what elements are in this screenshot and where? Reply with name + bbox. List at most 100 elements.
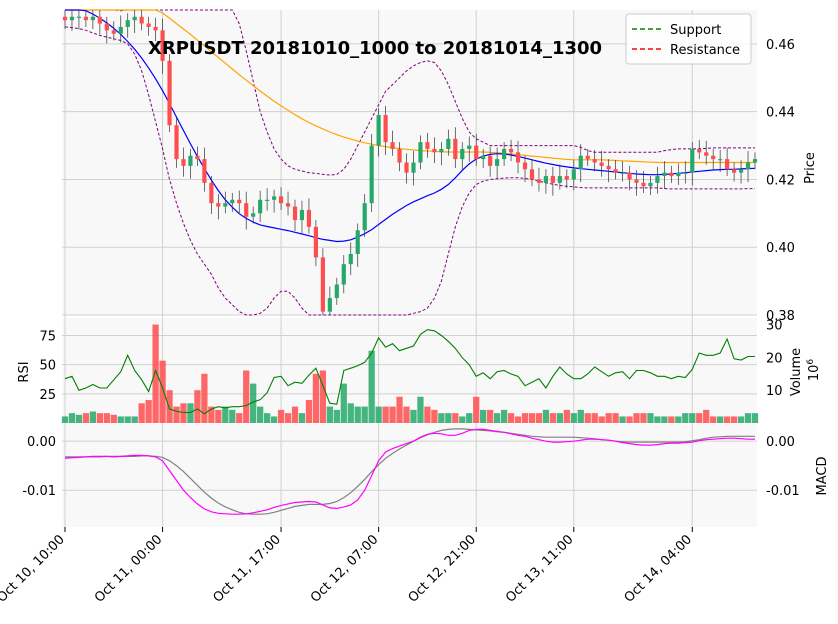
rsi-line xyxy=(64,329,755,415)
candle-body xyxy=(648,182,653,187)
volume-bar xyxy=(633,413,640,423)
volume-bar xyxy=(682,413,689,423)
candle-body xyxy=(265,199,270,201)
candle-body xyxy=(76,16,82,18)
candle-body xyxy=(488,155,493,166)
candle-body xyxy=(613,169,618,173)
price-tick-label: 0.44 xyxy=(766,106,795,121)
candle-body xyxy=(83,16,88,21)
volume-bar xyxy=(668,416,675,423)
volume-bar xyxy=(612,413,619,423)
moving-averages xyxy=(65,9,756,243)
volume-bar xyxy=(201,373,208,423)
candle-body xyxy=(397,148,402,163)
candle-body xyxy=(536,179,542,183)
volume-bar xyxy=(131,416,138,423)
macd-right-tick-label: 0.00 xyxy=(766,435,795,450)
volume-bar xyxy=(507,413,515,423)
volume-bar xyxy=(208,406,215,423)
candle-body xyxy=(390,142,395,149)
volume-bar xyxy=(61,416,69,423)
volume-bar xyxy=(528,413,536,423)
candle-body xyxy=(620,172,625,174)
volume-bar xyxy=(396,396,403,423)
candle-body xyxy=(62,16,68,21)
volume-bar xyxy=(751,413,759,423)
rsi-series-line xyxy=(64,329,755,415)
x-tick-label: Oct 12, 07:00 xyxy=(308,532,381,605)
candle-body xyxy=(460,148,465,160)
candle-body xyxy=(411,162,416,173)
volume-bar xyxy=(159,360,166,423)
candle-body xyxy=(557,176,562,183)
candle-body xyxy=(508,148,514,153)
sma-fast-line xyxy=(65,9,756,243)
candles xyxy=(62,10,758,315)
volume-bar xyxy=(647,413,654,423)
volume-bar xyxy=(138,403,145,423)
volume-bar xyxy=(173,406,180,423)
candle-body xyxy=(467,145,472,149)
volume-bar xyxy=(263,413,271,423)
volume-bar xyxy=(689,413,696,423)
volume-bar xyxy=(556,413,563,423)
volume-bar xyxy=(333,409,340,423)
price-tick-label: 0.38 xyxy=(766,309,795,324)
candle-body xyxy=(355,230,360,254)
bollinger-upper-line xyxy=(65,9,755,176)
volume-bar xyxy=(222,406,229,423)
volume-bar xyxy=(549,413,557,423)
volume-bar xyxy=(284,413,292,423)
candle-body xyxy=(132,16,137,21)
volume-bar xyxy=(703,409,710,423)
candle-body xyxy=(495,159,500,166)
candle-body xyxy=(655,176,660,183)
candle-body xyxy=(564,176,569,180)
x-tick-label: Oct 13, 11:00 xyxy=(503,532,576,605)
candle-body xyxy=(362,203,367,231)
candle-body xyxy=(327,298,332,312)
legend-resistance-label: Resistance xyxy=(670,43,740,58)
candle-body xyxy=(752,159,758,163)
candle-body xyxy=(592,159,597,163)
macd-axis-label: MACD xyxy=(815,457,830,496)
candle-body xyxy=(669,172,674,177)
volume-bar xyxy=(730,416,738,423)
candle-body xyxy=(320,257,325,312)
candle-body xyxy=(515,152,521,163)
candle-body xyxy=(404,162,409,173)
volume-bar xyxy=(493,413,501,423)
candle-body xyxy=(585,155,590,160)
candle-body xyxy=(446,138,451,149)
volume-bar xyxy=(717,416,724,423)
candle-body xyxy=(153,26,158,31)
candle-body xyxy=(209,182,214,204)
candle-body xyxy=(334,284,339,299)
candle-body xyxy=(230,199,235,204)
candle-body xyxy=(383,115,388,143)
volume-bar xyxy=(584,413,591,423)
volume-bar xyxy=(626,416,633,423)
volume-bar xyxy=(229,409,236,423)
candle-body xyxy=(474,145,479,160)
volume-bar xyxy=(744,413,752,423)
legend: Support Resistance xyxy=(625,13,752,65)
volume-bar xyxy=(480,409,487,423)
macd-signal-line xyxy=(65,428,755,515)
candle-body xyxy=(258,199,263,214)
candle-body xyxy=(599,162,604,166)
volume-bar xyxy=(298,413,306,423)
candle-body xyxy=(481,155,486,160)
bollinger-lower-line xyxy=(64,26,755,316)
volume-bar xyxy=(473,396,480,423)
x-tick-label: Oct 12, 21:00 xyxy=(406,532,479,605)
rsi-axis-label: RSI xyxy=(17,361,32,382)
chart-title: XRPUSDT 20181010_1000 to 20181014_1300 xyxy=(148,38,602,59)
candle-body xyxy=(104,23,109,31)
volume-bar xyxy=(354,406,361,423)
macd-panel-bg xyxy=(62,424,757,527)
volume-bar xyxy=(598,416,605,423)
volume-bar xyxy=(103,413,110,423)
volume-bar xyxy=(563,409,570,423)
candle-body xyxy=(697,148,702,153)
